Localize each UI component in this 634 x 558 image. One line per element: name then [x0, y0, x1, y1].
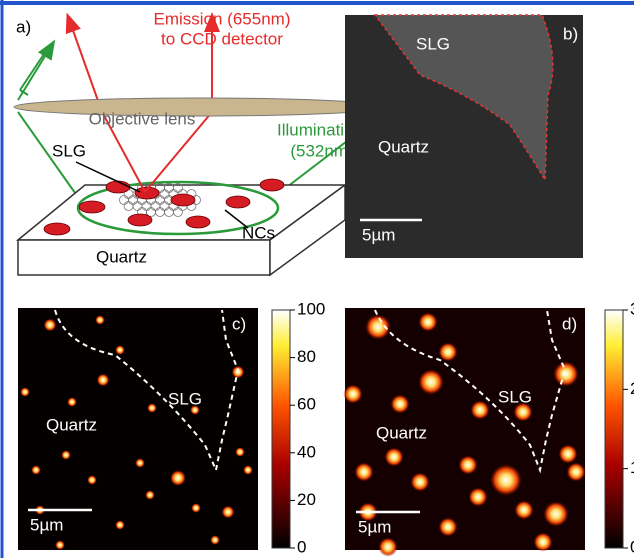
colorbar-tick-label: 20: [297, 490, 316, 509]
emitter-spot: [438, 342, 457, 361]
colorbar-tick-label: 60: [297, 395, 316, 414]
emitter-spot: [191, 503, 201, 513]
emitter-spot: [20, 387, 30, 397]
panel-label: b): [563, 24, 578, 43]
emitter-spot: [566, 462, 585, 481]
emitter-spot: [418, 312, 437, 331]
emitter-spot: [145, 490, 155, 500]
emitter-spot: [470, 400, 489, 419]
emitter-spot: [543, 501, 569, 527]
panel-label: d): [562, 314, 577, 333]
substrate-label: Quartz: [96, 247, 147, 266]
emitter-spot: [468, 487, 487, 506]
emitter-spot: [115, 520, 125, 530]
emitter-spot: [95, 315, 105, 325]
illumination-label: (532nm): [290, 141, 353, 160]
colorbar-tick-label: 0: [297, 537, 306, 556]
colorbar-tick-label: 40: [297, 442, 316, 461]
ncs-label: NCs: [242, 223, 275, 242]
emitter-spot: [55, 540, 65, 550]
emitter-spot: [222, 506, 235, 519]
colorbar: [272, 310, 290, 548]
emission-label: Emission (655nm): [154, 9, 291, 28]
scale-bar-label: 5µm: [30, 515, 63, 534]
scale-bar-label: 5µm: [362, 225, 395, 244]
emitter-spot: [61, 450, 71, 460]
emitter-spot: [147, 403, 157, 413]
emitter-spot: [243, 465, 253, 475]
emitter-spot: [67, 397, 77, 407]
figure: a) Emission (655nm) to CCD detector Obje…: [0, 0, 634, 558]
panel-label: a): [16, 17, 31, 36]
emitter-spot: [87, 475, 97, 485]
emitter-spot: [210, 535, 220, 545]
colorbar-tick-label: 0: [630, 537, 634, 556]
emitter-spot: [553, 361, 579, 387]
colorbar-tick-label: 80: [297, 347, 316, 366]
substrate-label: Quartz: [376, 423, 427, 442]
emitter-spot: [31, 465, 41, 475]
emitter-spot: [438, 517, 457, 536]
substrate-label: Quartz: [46, 415, 97, 434]
lens-label: Objective lens: [89, 109, 196, 128]
colorbar: [605, 310, 623, 548]
panel-label: c): [232, 314, 246, 333]
colorbar-tick-label: 3: [630, 299, 634, 318]
emitter-spot: [514, 500, 533, 519]
emitter-spot: [490, 464, 522, 496]
emitter-spot: [170, 470, 186, 486]
slg-label: SLG: [416, 34, 450, 53]
emitter-spot: [458, 455, 477, 474]
colorbar-tick-label: 2: [630, 379, 634, 398]
emitter-spot: [44, 319, 57, 332]
emission-label: to CCD detector: [161, 29, 283, 48]
colorbar-tick-label: 1: [630, 458, 634, 477]
emitter-spot: [384, 447, 403, 466]
emitter-spot: [115, 345, 125, 355]
emitter-spot: [533, 532, 552, 551]
emitter-spot: [97, 374, 110, 387]
emitter-spot: [354, 462, 373, 481]
emitter-spot: [235, 447, 245, 457]
emitter-spot: [390, 394, 409, 413]
slg-label: SLG: [168, 389, 202, 408]
slg-label: SLG: [52, 141, 86, 160]
emitter-spot: [410, 472, 429, 491]
slg-label: SLG: [498, 387, 532, 406]
emitter-spot: [378, 537, 397, 556]
emitter-spot: [135, 458, 145, 468]
substrate-label: Quartz: [378, 137, 429, 156]
emitter-spot: [365, 314, 391, 340]
emitter-spot: [418, 369, 444, 395]
emitter-spot: [558, 444, 577, 463]
colorbar-tick-label: 100: [297, 299, 325, 318]
scale-bar-label: 5µm: [358, 517, 391, 536]
emitter-spot: [343, 384, 362, 403]
